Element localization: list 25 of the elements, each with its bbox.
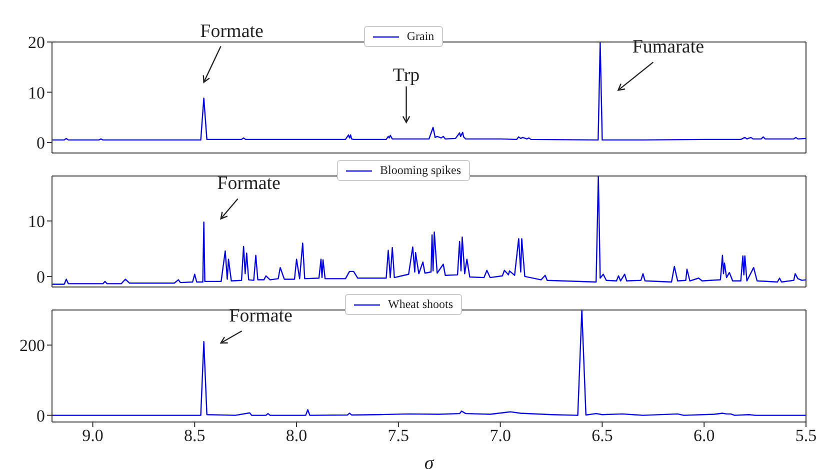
line-series: [52, 176, 806, 285]
y-tick-label: 0: [36, 406, 45, 426]
legend-label: Blooming spikes: [380, 163, 461, 178]
annotation: Formate: [200, 20, 264, 42]
y-tick-label: 0: [36, 133, 45, 152]
annotation: Formate: [229, 306, 292, 327]
y-tick-label: 200: [20, 336, 45, 356]
annotation: Trp: [392, 64, 420, 86]
x-tick-label: 6.0: [693, 426, 715, 446]
x-tick-label: 8.0: [286, 426, 308, 446]
y-tick-label: 10: [28, 83, 45, 102]
x-tick-label: 7.0: [490, 426, 511, 446]
x-tick-label: 9.0: [82, 426, 104, 446]
legend-label: Grain: [406, 29, 434, 44]
x-tick-label: 7.5: [388, 426, 410, 446]
x-tick-label: 8.5: [184, 426, 206, 446]
y-tick-label: 0: [36, 267, 45, 286]
legend-label: Wheat shoots: [388, 297, 453, 312]
y-tick-label: 10: [28, 212, 45, 231]
y-tick-label: 20: [28, 33, 45, 52]
x-tick-label: 6.5: [592, 426, 613, 446]
annotation: Formate: [217, 173, 280, 194]
x-tick-label: 5.5: [795, 426, 817, 446]
x-axis-title: σ: [424, 453, 434, 469]
annotation: Fumarate: [632, 36, 704, 58]
